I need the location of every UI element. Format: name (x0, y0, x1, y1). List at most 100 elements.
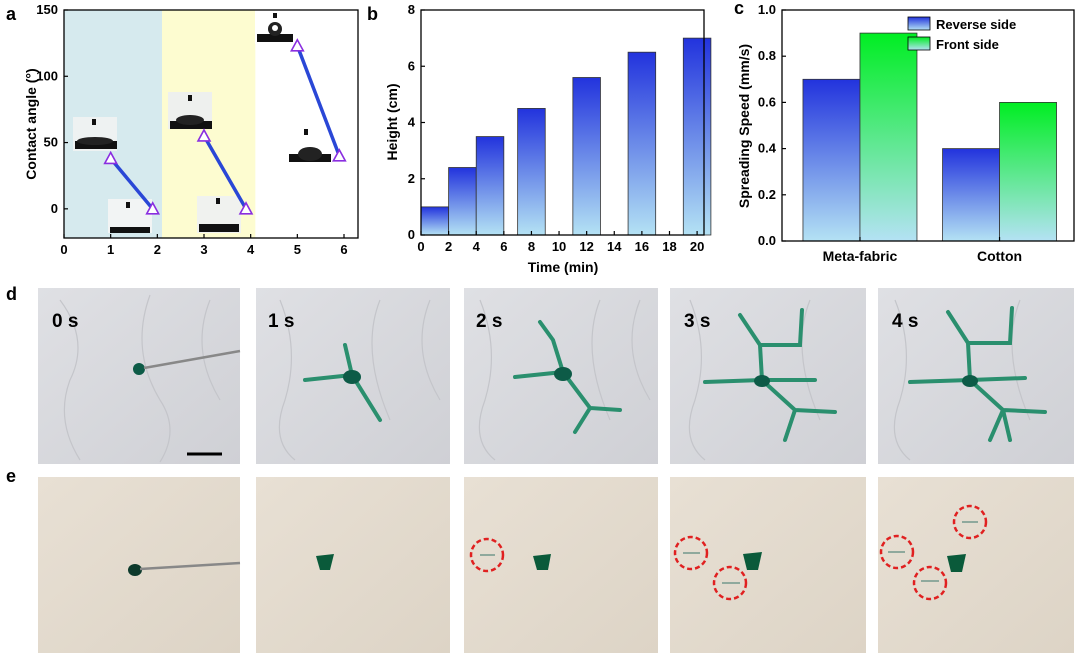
y-tick-label: 0.4 (758, 141, 777, 156)
x-tick-label: 2 (154, 242, 161, 257)
droplet-inset-5 (255, 10, 295, 44)
time-label-2: 2 s (476, 311, 502, 332)
series-line-2 (295, 45, 341, 157)
data-point (145, 201, 161, 215)
bar (420, 206, 450, 236)
chart-c: Meta-fabric Cotton 0.0 0.2 0.4 0.6 0.8 1.0 Spre… (736, 2, 1075, 264)
droplet-inset-6 (287, 127, 333, 165)
y-tick-label: 0 (51, 201, 58, 216)
panel-label-a: a (6, 4, 17, 24)
panel-label-e: e (6, 466, 16, 486)
bar (682, 37, 712, 236)
x-tick-label: 16 (635, 239, 649, 254)
legend-label-reverse: Reverse side (936, 17, 1016, 32)
photo-d-2s: 2 s (464, 288, 658, 464)
data-point (238, 201, 254, 215)
chart-a-ylabel: Contact angle (°) (23, 68, 39, 179)
y-tick-label: 0.0 (758, 233, 776, 248)
x-tick-label: 2 (445, 239, 452, 254)
highlight-circle (712, 565, 748, 601)
y-tick-label: 0 (408, 227, 415, 242)
y-tick-label: 2 (408, 171, 415, 186)
series-line-0 (109, 157, 155, 210)
chart-c-ylabel: Spreading Speed (mm/s) (736, 44, 752, 208)
time-label-1: 1 s (268, 311, 294, 332)
highlight-circle (469, 537, 505, 573)
y-tick-label: 0.6 (758, 94, 776, 109)
x-tick-label: 5 (294, 242, 301, 257)
bar (942, 148, 1000, 242)
photo-d-4s: 4 s (878, 288, 1074, 464)
highlight-circle (879, 534, 915, 570)
photo-row-d: 0 s 1 s 2 s 3 s 4 s (38, 288, 1074, 464)
photo-e-0s (38, 477, 241, 653)
x-tick-label: 3 (200, 242, 207, 257)
bar (448, 167, 477, 236)
chart-b-ylabel: Height (cm) (384, 84, 400, 161)
x-tick-label: 18 (662, 239, 676, 254)
droplet-inset-4 (197, 196, 241, 233)
photo-e-2s (464, 477, 658, 653)
data-point (196, 128, 212, 142)
x-tick-label: 20 (690, 239, 704, 254)
x-tick-label: 10 (552, 239, 566, 254)
photo-d-0s: 0 s (38, 288, 241, 464)
panel-label-c: c (734, 0, 744, 18)
photo-e-3s (670, 477, 866, 653)
chart-b-xlabel: Time (min) (528, 259, 599, 275)
x-tick-label: 0 (60, 242, 67, 257)
series-line-1 (202, 135, 248, 210)
x-tick-label: 14 (607, 239, 622, 254)
x-tick-label: 6 (340, 242, 347, 257)
time-label-0: 0 s (52, 311, 78, 332)
bar (627, 51, 657, 236)
chart-c-legend: Reverse side Front side (907, 16, 1016, 52)
photo-row-e (38, 477, 1074, 653)
y-tick-label: 50 (44, 135, 58, 150)
y-tick-label: 100 (36, 68, 58, 83)
chart-b: 0 2 4 6 8 10 12 14 16 18 20 0 2 4 6 8 Time (min) Height… (384, 2, 712, 275)
photo-d-1s: 1 s (256, 288, 450, 464)
droplet-inset-1 (73, 117, 117, 151)
x-tick-label: 1 (107, 242, 114, 257)
y-tick-label: 8 (408, 2, 415, 17)
droplet-inset-2 (108, 199, 152, 233)
chart-a-frame (63, 9, 359, 239)
panel-label-d: d (6, 284, 17, 304)
x-tick-label: 4 (247, 242, 255, 257)
photo-e-4s (878, 477, 1074, 653)
bar (475, 136, 505, 236)
time-label-4: 4 s (892, 311, 918, 332)
photo-e-1s (256, 477, 450, 653)
y-tick-label: 1.0 (758, 2, 776, 17)
data-point (331, 148, 347, 162)
category-label: Meta-fabric (823, 248, 898, 264)
bar (802, 78, 861, 242)
y-tick-label: 0.8 (758, 48, 776, 63)
x-tick-label: 12 (579, 239, 593, 254)
highlight-circle (912, 565, 948, 601)
highlight-circle (952, 504, 988, 540)
time-label-3: 3 s (684, 311, 710, 332)
droplet-insets (73, 10, 333, 233)
chart-c-frame (781, 9, 1075, 242)
y-tick-label: 150 (36, 2, 58, 17)
bar (517, 108, 546, 236)
y-tick-label: 4 (408, 115, 416, 130)
category-label: Cotton (977, 248, 1022, 264)
droplet-inset-3 (168, 92, 212, 129)
x-tick-label: 8 (528, 239, 535, 254)
chart-a: 0 1 2 3 4 5 6 0 50 100 150 Contact angle (°) (23, 2, 359, 257)
y-tick-label: 6 (408, 58, 415, 73)
data-point (103, 150, 119, 165)
legend-swatch-reverse (907, 16, 931, 31)
x-tick-label: 4 (473, 239, 481, 254)
bar (999, 102, 1057, 242)
legend-swatch-front (907, 36, 931, 51)
panel-label-b: b (367, 4, 378, 24)
x-tick-label: 6 (500, 239, 507, 254)
bar (572, 77, 601, 236)
y-tick-label: 0.2 (758, 187, 776, 202)
highlight-circle (673, 535, 709, 571)
